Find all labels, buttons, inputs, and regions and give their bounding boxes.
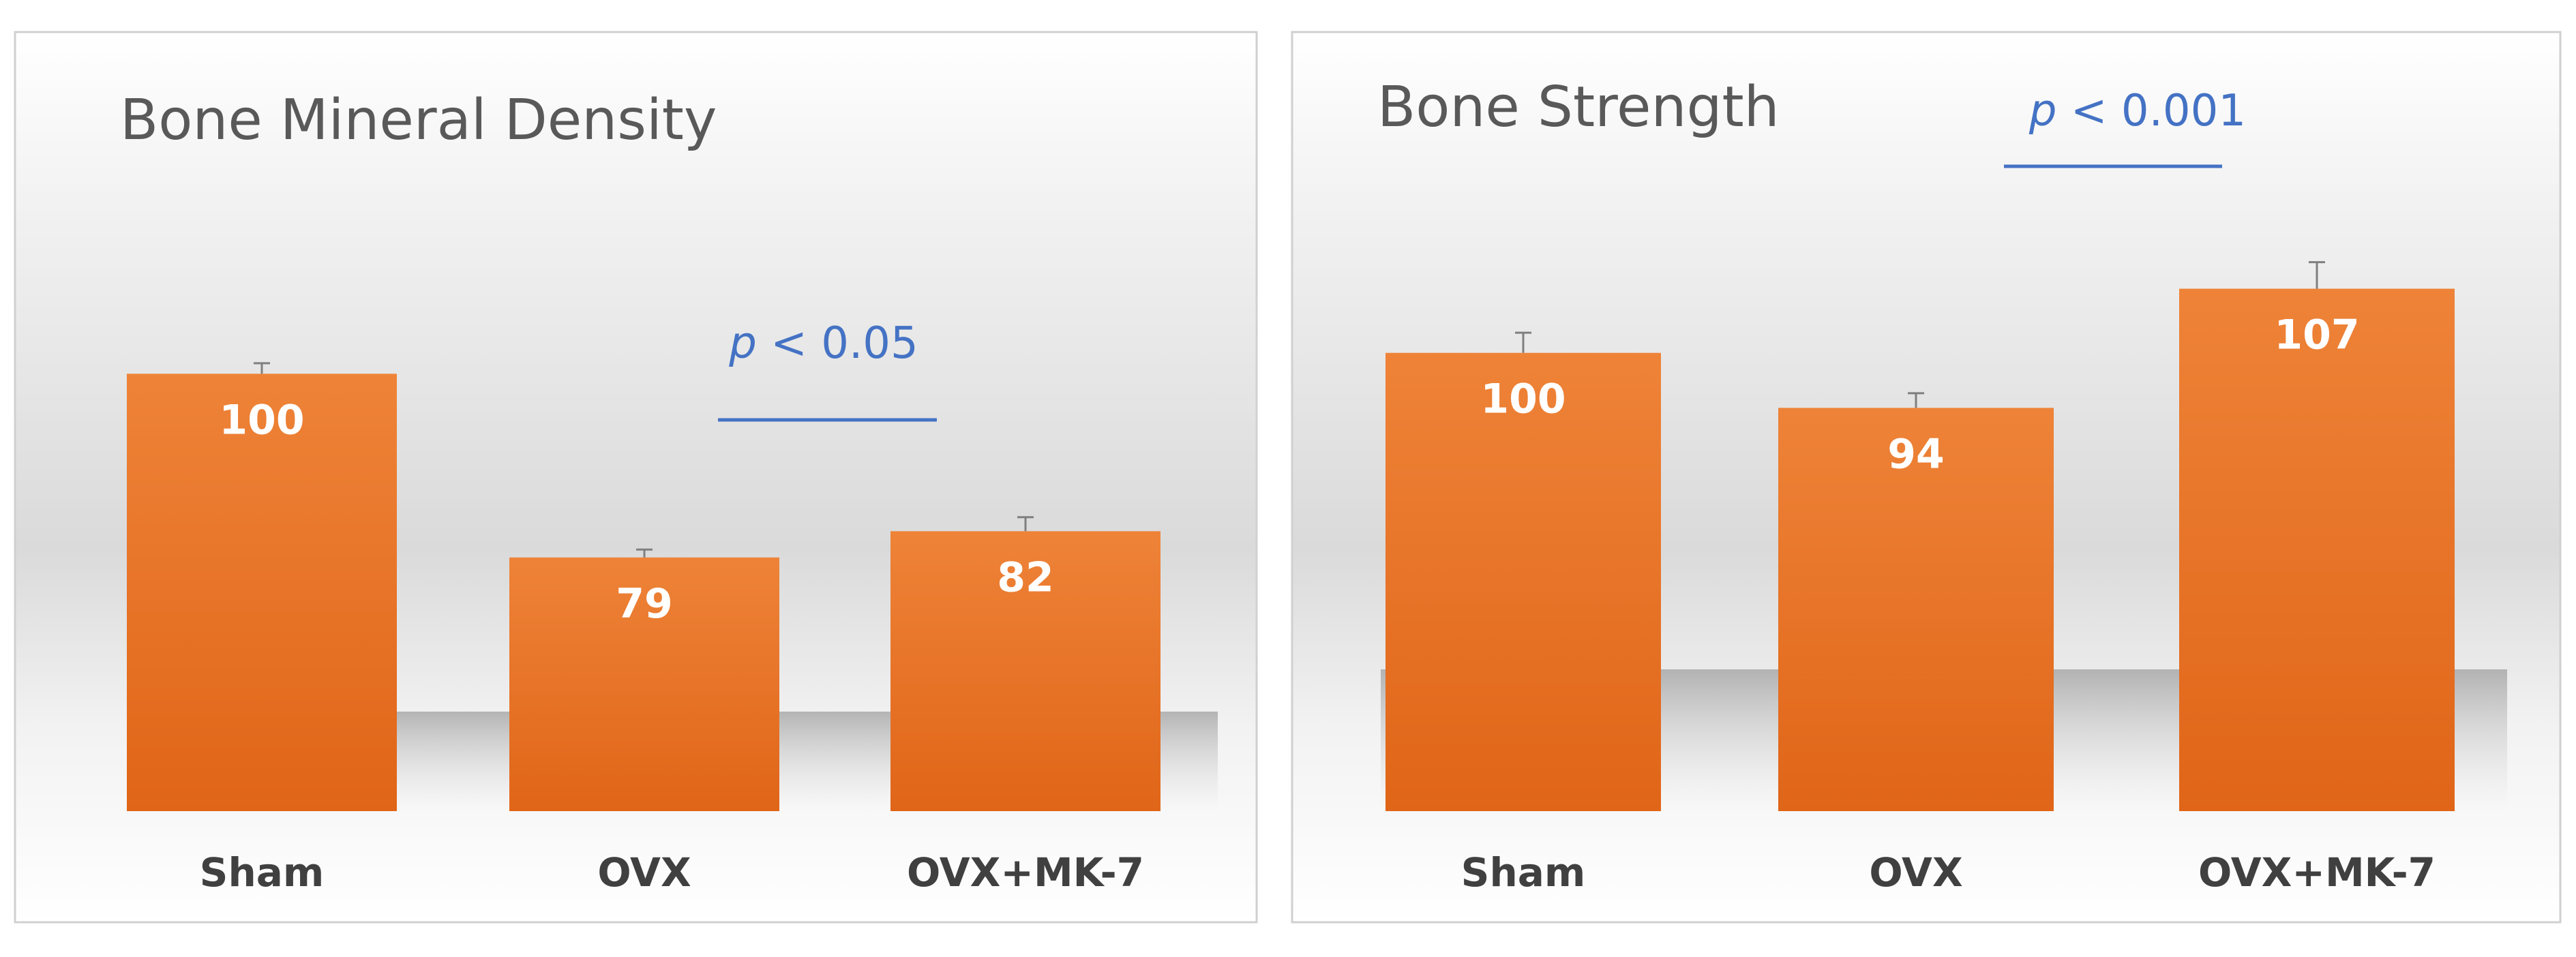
bar-ovx-mk-7 — [2179, 288, 2455, 812]
category-label-sham: Sham — [1461, 849, 1586, 896]
panel-bone-mineral-density: Bone Mineral Density 100 Sham 79 OVX 82 OVX+M… — [14, 31, 1258, 924]
bar-sham — [127, 374, 397, 811]
significance-annotation: p < 0.001 — [2004, 86, 2246, 168]
data-label-ovx: 79 — [616, 580, 673, 628]
bar-sham — [1386, 352, 1661, 811]
p-value-label: p < 0.001 — [2028, 86, 2246, 136]
bar-ovx — [509, 557, 779, 811]
chart-title: Bone Mineral Density — [120, 88, 717, 153]
significance-annotation: p < 0.05 — [718, 318, 937, 422]
data-label-ovx-mk-7: 107 — [2274, 312, 2359, 359]
bars: 100 Sham 79 OVX 82 OVX+MK-7 — [127, 362, 1160, 896]
data-label-ovx-mk-7: 82 — [997, 553, 1054, 601]
category-label-ovx: OVX — [1869, 849, 1962, 896]
category-label-sham: Sham — [200, 849, 325, 896]
panel-bone-strength: Bone Strength 100 Sham 94 OVX 107 OVX+MK-7 p … — [1291, 31, 2562, 924]
category-label-ovx-mk-7: OVX+MK-7 — [2198, 849, 2436, 896]
bars: 100 Sham 94 OVX 107 OVX+MK-7 — [1386, 261, 2455, 896]
data-label-sham: 100 — [219, 396, 304, 444]
bar-ovx — [1778, 408, 2054, 811]
bar-ovx-mk-7 — [890, 531, 1160, 811]
chart-title: Bone Strength — [1377, 75, 1780, 140]
data-label-sham: 100 — [1480, 376, 1566, 423]
category-label-ovx: OVX — [597, 849, 691, 896]
data-label-ovx: 94 — [1887, 430, 1945, 478]
category-label-ovx-mk-7: OVX+MK-7 — [907, 849, 1144, 896]
p-value-label: p < 0.05 — [728, 318, 918, 369]
